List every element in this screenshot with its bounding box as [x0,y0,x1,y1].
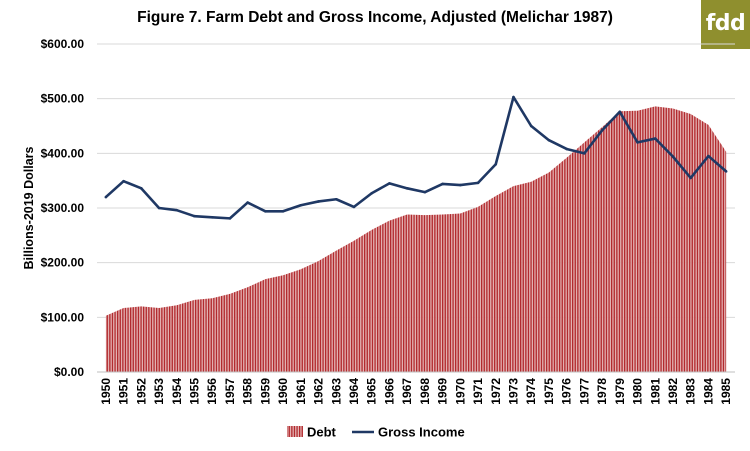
y-axis-label: Billions-2019 Dollars [22,146,36,269]
gross-income-point [334,197,338,201]
gross-income-line-layer [104,95,728,220]
gross-income-point [707,154,710,158]
gross-income-point [423,190,427,194]
debt-area [105,106,727,372]
x-tick-label: 1957 [223,378,237,405]
debt-area-layer [105,106,727,372]
x-tick-label: 1985 [719,378,733,405]
gross-income-point [317,200,320,203]
gross-income-line [104,95,727,220]
x-tick-label: 1966 [382,378,396,405]
gross-income-point [104,195,108,199]
gross-income-point [175,208,179,212]
gross-income-point [388,182,391,185]
gross-income-point [122,179,125,183]
gross-income-point [636,141,639,144]
legend-income-label: Gross Income [378,425,465,440]
y-tick-label: $600.00 [41,37,85,51]
x-tick-label: 1955 [187,378,201,405]
x-tick-label: 1958 [241,378,255,405]
x-tick-label: 1970 [453,378,467,405]
x-tick-label: 1965 [365,378,379,405]
legend: Debt Gross Income [287,425,465,440]
x-tick-label: 1956 [205,378,219,405]
y-tick-label: $200.00 [41,256,85,270]
gross-income-point [246,201,249,204]
x-tick-label: 1973 [506,378,520,405]
gross-income-point [281,209,285,213]
x-tick-label: 1960 [276,378,290,405]
x-tick-label: 1968 [418,378,432,405]
x-tick-label: 1976 [560,378,574,405]
gross-income-point [724,170,728,173]
gross-income-point [565,147,568,151]
gross-income-point [618,110,622,114]
gross-income-point [689,176,692,180]
fdd-logo: fdd [701,0,750,49]
gross-income-point [671,155,675,158]
x-tick-label: 1977 [577,378,591,405]
gross-income-point [264,209,267,213]
x-tick-label: 1984 [701,378,715,405]
x-tick-label: 1979 [613,378,627,405]
x-tick-label: 1983 [684,378,698,405]
gross-income-point [547,138,551,142]
gross-income-point [459,183,462,187]
x-tick-label: 1972 [489,378,503,405]
x-tick-label: 1981 [648,378,662,405]
legend-debt-swatch [287,426,303,437]
gross-income-point [405,187,409,190]
gross-income-point [210,215,214,219]
chart-title: Figure 7. Farm Debt and Gross Income, Ad… [137,9,613,26]
x-tick-label: 1951 [117,378,131,405]
legend-debt-label: Debt [307,425,337,440]
gross-income-point [157,206,161,210]
y-tick-label: $0.00 [54,365,84,379]
y-tick-label: $500.00 [41,92,85,106]
gross-income-point [228,217,232,220]
gross-income-point [583,152,586,155]
gross-income-point [370,191,373,195]
y-tick-label: $100.00 [41,310,85,324]
x-tick-label: 1971 [471,378,485,405]
x-tick-label: 1964 [347,378,361,405]
x-tick-label: 1982 [666,378,680,405]
y-tick-label: $300.00 [41,201,85,215]
x-tick-label: 1959 [258,378,272,405]
x-tick-label: 1980 [631,378,645,405]
y-axis-tick-labels: $0.00 $100.00 $200.00 $300.00 $400.00 $500.00… [41,37,85,379]
x-tick-label: 1967 [400,378,414,405]
x-tick-label: 1961 [294,378,308,405]
gross-income-point [476,181,480,185]
x-tick-label: 1950 [99,378,113,405]
gross-income-point [494,162,498,166]
x-tick-label: 1954 [170,378,184,405]
x-tick-label: 1975 [542,378,556,405]
x-tick-label: 1963 [329,378,343,405]
gross-income-point [299,203,303,207]
gross-income-point [140,187,143,190]
x-tick-label: 1953 [152,378,166,405]
gross-income-point [512,95,515,99]
x-tick-label: 1962 [312,378,326,405]
x-tick-label: 1952 [134,378,148,405]
x-axis-tick-labels: 1950 1951 1952 1953 1954 1955 1956 1957 1958 1959… [97,371,735,405]
x-tick-label: 1969 [436,378,450,405]
x-tick-label: 1974 [524,378,538,405]
gross-income-point [352,205,356,209]
gross-income-point [600,129,604,132]
y-tick-label: $400.00 [41,146,85,160]
gross-income-point [441,182,444,186]
gross-income-point [193,214,196,218]
gross-income-point [653,137,657,140]
x-tick-label: 1978 [595,378,609,405]
gross-income-point [529,124,533,128]
